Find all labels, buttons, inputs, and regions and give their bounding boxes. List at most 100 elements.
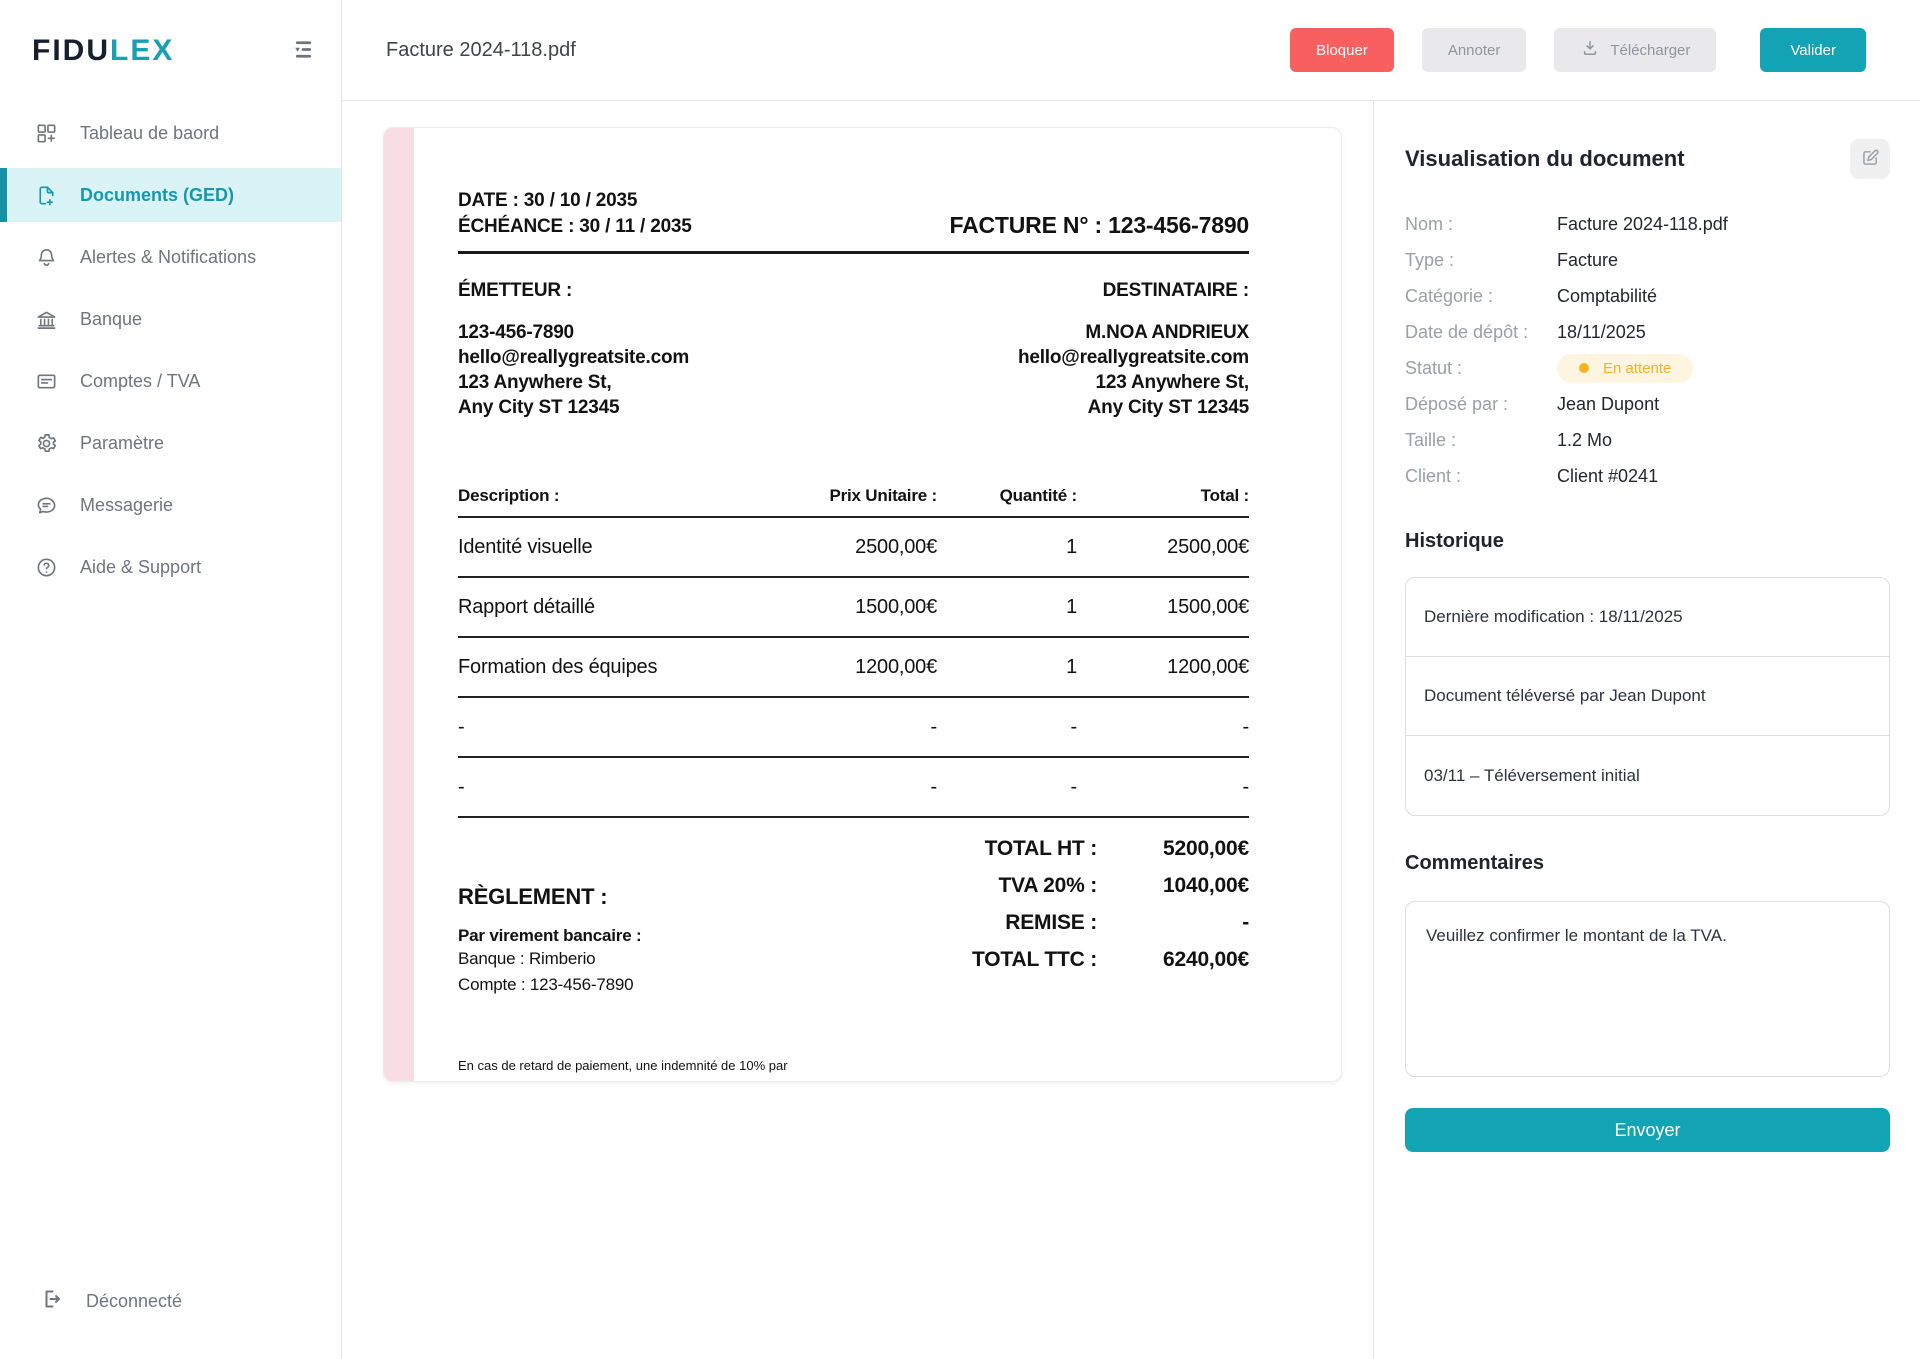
sidebar-item-alerts[interactable]: Alertes & Notifications [0, 230, 341, 284]
cell-total: - [1242, 775, 1250, 798]
recipient-line: M.NOA ANDRIEUX [1085, 322, 1249, 344]
field-row-deposit-date: Date de dépôt : 18/11/2025 [1405, 314, 1890, 350]
issuer-line: 123 Anywhere St, [458, 372, 612, 394]
bank-icon [34, 307, 58, 331]
recipient-line: Any City ST 12345 [1087, 397, 1250, 419]
cell-quantity: - [1070, 775, 1078, 798]
table-row: Formation des équipes 1200,00€ 1 1200,00… [458, 638, 1249, 699]
brand-logo-suffix: LEX [110, 33, 175, 67]
topbar: Facture 2024-118.pdf Bloquer Annoter Tél… [342, 0, 1920, 101]
cell-total: 1200,00€ [1167, 655, 1249, 678]
field-label: Date de dépôt : [1405, 321, 1529, 342]
field-row-deposited-by: Déposé par : Jean Dupont [1405, 386, 1890, 422]
invoice-preview: DATE : 30 / 10 / 2035 ÉCHÉANCE : 30 / 11… [383, 127, 1342, 1082]
cell-total: - [1242, 715, 1250, 738]
sidebar-item-label: Banque [80, 308, 143, 329]
sidebar-item-label: Alertes & Notifications [80, 246, 257, 267]
total-label: TOTAL TTC : [972, 947, 1097, 971]
invoice-date: DATE : 30 / 10 / 2035 [458, 190, 638, 211]
invoice-recipient-block: M.NOA ANDRIEUX hello@reallygreatsite.com… [1018, 320, 1249, 420]
comments-title: Commentaires [1405, 852, 1544, 874]
total-row: TOTAL TTC : 6240,00€ [972, 941, 1249, 978]
col-header-unit-price: Prix Unitaire : [829, 486, 937, 506]
field-value: Facture 2024-118.pdf [1557, 213, 1728, 234]
issuer-line: Any City ST 12345 [458, 397, 620, 419]
history-box: Dernière modification : 18/11/2025 Docum… [1405, 577, 1890, 816]
field-value: 1.2 Mo [1557, 429, 1613, 450]
invoice-divider [458, 251, 1249, 255]
sidebar: FIDULEX Tableau de baord Documents (GED) [0, 0, 342, 1359]
total-row: TVA 20% : 1040,00€ [972, 867, 1249, 904]
card-icon [34, 369, 58, 393]
sidebar-item-documents-ged[interactable]: Documents (GED) [0, 168, 341, 222]
invoice-due-date: ÉCHÉANCE : 30 / 11 / 2035 [458, 215, 692, 237]
history-item: Document téléversé par Jean Dupont [1406, 657, 1889, 736]
collapse-menu-icon [290, 37, 317, 65]
field-value: Comptabilité [1557, 285, 1658, 306]
invoice-top-row: DATE : 30 / 10 / 2035 ÉCHÉANCE : 30 / 11… [458, 188, 1249, 239]
sidebar-item-label: Paramètre [80, 432, 165, 453]
total-label: TVA 20% : [998, 873, 1097, 897]
invoice-table-header: Description : Prix Unitaire : Quantité :… [458, 486, 1250, 519]
table-row: Rapport détaillé 1500,00€ 1 1500,00€ [458, 578, 1249, 639]
sidebar-item-accounts-tva[interactable]: Comptes / TVA [0, 354, 341, 408]
payment-account: Compte : 123-456-7890 [458, 974, 634, 994]
total-row: TOTAL HT : 5200,00€ [972, 830, 1250, 867]
topbar-actions: Bloquer Annoter Télécharger Valider [1290, 28, 1866, 72]
cell-unit-price: 2500,00€ [855, 535, 937, 558]
document-fields: Nom : Facture 2024-118.pdf Type : Factur… [1405, 206, 1890, 494]
sidebar-collapse-button[interactable] [286, 33, 321, 69]
validate-button[interactable]: Valider [1760, 28, 1866, 72]
document-preview-area: DATE : 30 / 10 / 2035 ÉCHÉANCE : 30 / 11… [342, 101, 1373, 1359]
invoice-payment-block: RÈGLEMENT : Par virement bancaire : Banq… [458, 884, 642, 997]
annotate-button[interactable]: Annoter [1421, 28, 1527, 72]
field-row-client: Client : Client #0241 [1405, 458, 1890, 494]
field-row-size: Taille : 1.2 Mo [1405, 422, 1890, 458]
invoice-table: Description : Prix Unitaire : Quantité :… [458, 486, 1250, 819]
status-badge: En attente [1557, 353, 1694, 383]
details-panel: Visualisation du document Nom : Facture … [1373, 101, 1920, 1359]
sidebar-header: FIDULEX [0, 0, 341, 101]
sidebar-item-bank[interactable]: Banque [0, 292, 341, 346]
sidebar-item-messaging[interactable]: Messagerie [0, 478, 341, 532]
history-item: 03/11 – Téléversement initial [1424, 765, 1640, 785]
comments-input[interactable]: Veuillez confirmer le montant de la TVA. [1405, 901, 1890, 1077]
history-item: Dernière modification : 18/11/2025 [1406, 578, 1889, 657]
invoice-dates: DATE : 30 / 10 / 2035 ÉCHÉANCE : 30 / 11… [458, 188, 692, 239]
field-row-name: Nom : Facture 2024-118.pdf [1405, 206, 1890, 242]
cell-quantity: 1 [1066, 595, 1077, 618]
dashboard-icon [34, 121, 58, 145]
field-row-category: Catégorie : Comptabilité [1405, 278, 1890, 314]
invoice-bottom: RÈGLEMENT : Par virement bancaire : Banq… [458, 830, 1249, 997]
logout-button[interactable]: Déconnecté [34, 1286, 188, 1317]
download-icon [1580, 38, 1600, 62]
bell-icon [34, 245, 58, 269]
download-button-label: Télécharger [1610, 41, 1691, 59]
cell-description: Identité visuelle [458, 535, 593, 558]
invoice-contacts: 123-456-7890 hello@reallygreatsite.com 1… [458, 320, 1249, 420]
send-button[interactable]: Envoyer [1405, 1108, 1890, 1152]
block-button[interactable]: Bloquer [1290, 28, 1394, 72]
field-value: 18/11/2025 [1557, 321, 1646, 342]
cell-description: Formation des équipes [458, 655, 658, 678]
col-header-description: Description : [458, 486, 560, 506]
invoice-number: FACTURE N° : 123-456-7890 [949, 212, 1250, 239]
sidebar-nav: Tableau de baord Documents (GED) Alertes… [0, 106, 341, 602]
history-title: Historique [1405, 530, 1504, 552]
sidebar-item-dashboard[interactable]: Tableau de baord [0, 106, 341, 160]
field-row-type: Type : Facture [1405, 242, 1890, 278]
edit-document-button[interactable] [1850, 139, 1890, 179]
field-value: Jean Dupont [1557, 393, 1660, 414]
sidebar-item-help[interactable]: Aide & Support [0, 540, 341, 594]
cell-total: 2500,00€ [1167, 535, 1249, 558]
invoice-recipient-heading: DESTINATAIRE : [1102, 280, 1250, 302]
sidebar-item-settings[interactable]: Paramètre [0, 416, 341, 470]
download-button[interactable]: Télécharger [1554, 28, 1717, 72]
field-value: Client #0241 [1557, 465, 1659, 486]
invoice-footnote: En cas de retard de paiement, une indemn… [458, 1058, 788, 1073]
cell-description: - [458, 715, 465, 738]
help-icon [34, 555, 58, 579]
col-header-total: Total : [1200, 486, 1250, 506]
table-row: Identité visuelle 2500,00€ 1 2500,00€ [458, 518, 1249, 579]
field-label: Client : [1405, 465, 1462, 486]
